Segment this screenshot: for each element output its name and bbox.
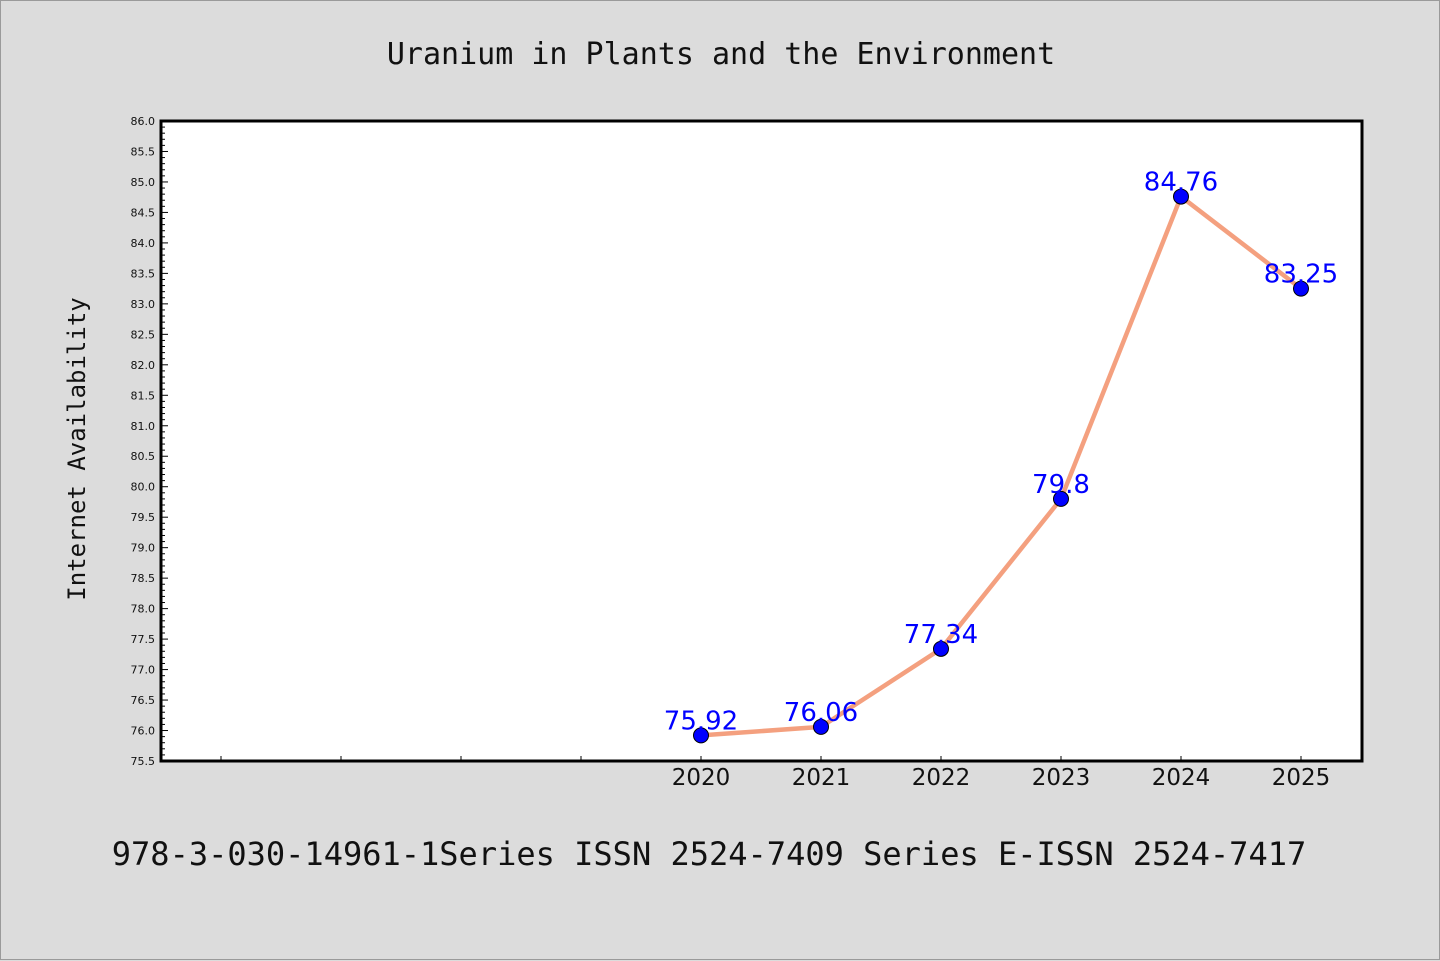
y-tick-label: 83.5 — [131, 267, 156, 280]
x-tick-label: 2022 — [912, 765, 971, 791]
y-tick-label: 76.5 — [131, 694, 156, 707]
y-tick-label: 82.5 — [131, 328, 156, 341]
data-label: 83.25 — [1264, 260, 1338, 290]
data-label: 77.34 — [904, 620, 978, 650]
chart-footer: 978-3-030-14961-1Series ISSN 2524-7409 S… — [112, 835, 1306, 873]
x-axis-ticks: 2020 2021 2022 2023 2024 2025 — [220, 756, 1331, 791]
y-tick-label: 84.5 — [131, 206, 156, 219]
data-point — [1293, 280, 1309, 297]
y-tick-label: 77.5 — [131, 633, 156, 646]
plot-border — [159, 119, 1364, 763]
data-label: 76.06 — [784, 698, 858, 728]
y-tick-label: 79.5 — [131, 511, 156, 524]
x-tick-label: 2021 — [792, 765, 851, 791]
y-tick-label: 80.0 — [131, 481, 156, 494]
data-point — [933, 640, 949, 657]
y-tick-label: 84.0 — [131, 237, 156, 250]
x-tick-label: 2024 — [1152, 765, 1211, 791]
y-tick-label: 85.5 — [131, 145, 156, 158]
x-tick-label: 2020 — [672, 765, 731, 791]
y-tick-label: 79.0 — [131, 542, 156, 555]
y-tick-label: 77.0 — [131, 664, 156, 677]
y-tick-label: 78.5 — [131, 572, 156, 585]
data-point — [1053, 490, 1069, 507]
y-tick-label: 82.0 — [131, 359, 156, 372]
data-label: 75.92 — [664, 706, 738, 736]
y-tick-label: 76.0 — [131, 725, 156, 738]
x-tick-label: 2025 — [1272, 765, 1331, 791]
y-tick-label: 80.5 — [131, 450, 156, 463]
data-point — [1173, 188, 1189, 205]
y-axis-label: Internet Availability — [63, 297, 91, 600]
series-line — [698, 194, 1304, 738]
y-tick-label: 75.5 — [131, 755, 156, 768]
data-point — [693, 727, 709, 744]
plot-area — [161, 121, 1362, 761]
data-label: 79.8 — [1032, 470, 1090, 500]
y-tick-label: 78.0 — [131, 603, 156, 616]
series-layer: 75.92 76.06 77.34 79.8 84.76 83.25 — [664, 168, 1338, 744]
y-tick-label: 81.0 — [131, 420, 156, 433]
data-point — [813, 718, 829, 735]
y-tick-label: 85.0 — [131, 176, 156, 189]
y-tick-label: 86.0 — [131, 115, 156, 128]
y-tick-label: 81.5 — [131, 389, 156, 402]
y-tick-label: 83.0 — [131, 298, 156, 311]
chart-title: Uranium in Plants and the Environment — [387, 37, 1055, 72]
data-label: 84.76 — [1144, 168, 1218, 198]
x-tick-label: 2023 — [1032, 765, 1091, 791]
